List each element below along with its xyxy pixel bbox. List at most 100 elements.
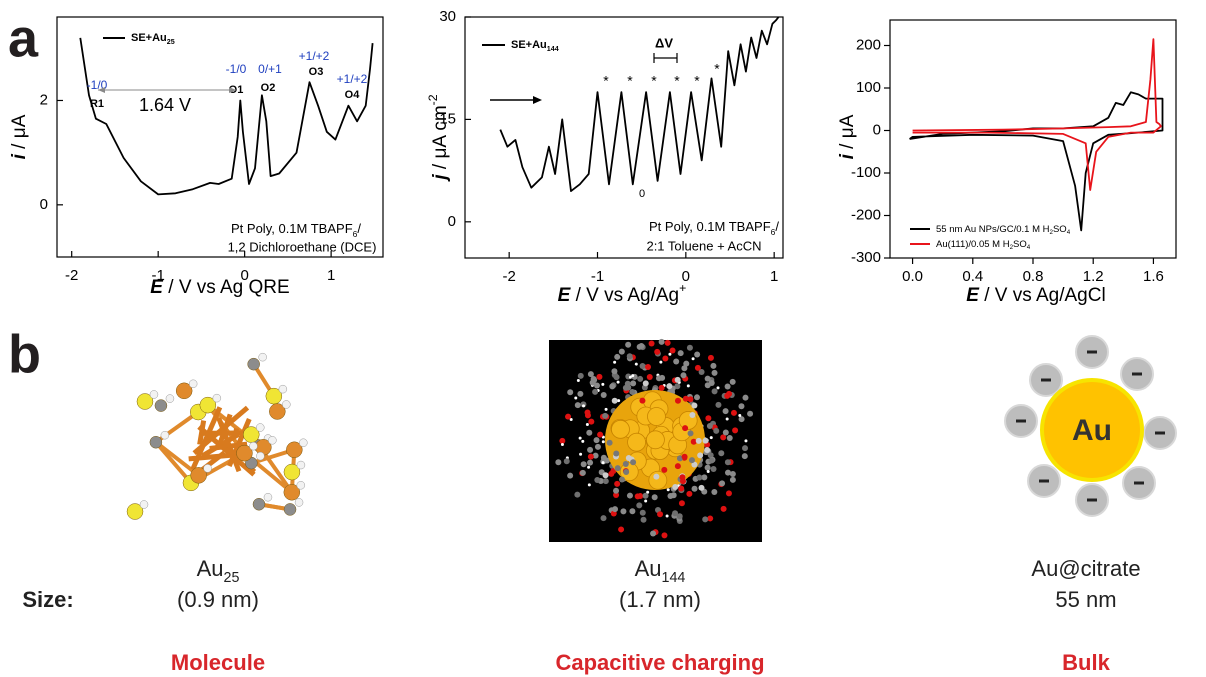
decoration bbox=[588, 418, 595, 425]
decoration bbox=[637, 375, 644, 382]
decoration bbox=[744, 439, 748, 443]
decoration bbox=[294, 498, 304, 507]
decoration bbox=[681, 365, 688, 372]
decoration bbox=[560, 442, 564, 446]
decoration bbox=[618, 476, 625, 483]
decoration bbox=[149, 390, 159, 399]
decoration bbox=[631, 374, 635, 378]
decoration bbox=[585, 422, 589, 426]
decoration bbox=[581, 439, 585, 443]
decoration bbox=[708, 457, 715, 464]
decoration bbox=[644, 499, 648, 503]
decoration bbox=[720, 434, 727, 441]
decoration bbox=[674, 383, 681, 390]
decoration bbox=[711, 388, 718, 395]
decoration bbox=[299, 438, 308, 448]
decoration bbox=[674, 463, 681, 470]
decoration bbox=[580, 461, 587, 468]
x-tick-label: 1 bbox=[770, 268, 778, 285]
regime-label: Molecule bbox=[171, 650, 265, 675]
data-line bbox=[79, 37, 374, 196]
decoration bbox=[707, 515, 714, 522]
decoration bbox=[263, 492, 273, 502]
decoration bbox=[149, 435, 163, 449]
decoration bbox=[613, 492, 620, 499]
decoration bbox=[646, 430, 665, 450]
decoration bbox=[559, 437, 566, 444]
decoration bbox=[722, 408, 729, 415]
decoration bbox=[611, 397, 618, 404]
decoration bbox=[233, 428, 239, 435]
decoration bbox=[738, 413, 742, 417]
decoration bbox=[665, 514, 669, 518]
decoration bbox=[249, 441, 258, 451]
annotation: * bbox=[714, 61, 720, 77]
decoration bbox=[587, 453, 594, 460]
decoration bbox=[296, 481, 306, 490]
decoration bbox=[593, 437, 600, 444]
annotation: 2:1 Toluene + AcCN bbox=[646, 238, 761, 253]
plot-frame bbox=[464, 16, 784, 259]
decoration bbox=[587, 483, 591, 487]
decoration bbox=[600, 392, 607, 399]
decoration bbox=[619, 462, 639, 482]
y-axis-label: i / μA bbox=[9, 114, 30, 159]
decoration bbox=[614, 465, 621, 472]
decoration bbox=[613, 487, 620, 494]
text-part: 25 bbox=[167, 38, 175, 46]
decoration bbox=[730, 409, 737, 416]
decoration bbox=[533, 96, 542, 104]
decoration bbox=[693, 394, 700, 401]
decoration bbox=[676, 455, 683, 462]
decoration bbox=[645, 364, 652, 371]
decoration bbox=[634, 493, 641, 500]
decoration bbox=[698, 484, 705, 491]
text-part: SE+Au bbox=[511, 39, 547, 51]
decoration bbox=[623, 469, 630, 476]
y-tick-label: 100 bbox=[856, 79, 881, 96]
decoration bbox=[616, 380, 620, 384]
text-part: 2 bbox=[1050, 229, 1054, 236]
decoration bbox=[738, 416, 745, 423]
decoration bbox=[720, 505, 727, 512]
decoration bbox=[694, 351, 701, 358]
y-axis-label: i / μA bbox=[837, 114, 858, 159]
decoration bbox=[618, 526, 625, 533]
decoration bbox=[256, 451, 265, 461]
y-tick-label: 0 bbox=[873, 121, 881, 138]
decoration bbox=[687, 396, 694, 403]
legend-label: Au(111)/0.05 M H2SO4 bbox=[936, 239, 1031, 252]
decoration bbox=[269, 403, 286, 420]
decoration bbox=[578, 436, 582, 440]
decoration bbox=[587, 446, 594, 453]
decoration bbox=[160, 430, 170, 440]
text-part: Au(111)/0.05 M H bbox=[936, 239, 1010, 250]
decoration bbox=[600, 515, 607, 522]
decoration bbox=[708, 379, 715, 386]
decoration bbox=[569, 417, 573, 421]
decoration bbox=[642, 492, 649, 499]
decoration bbox=[725, 490, 732, 497]
annotation: Pt Poly, 0.1M TBAPF6/ bbox=[649, 219, 779, 237]
x-axis-label: E / V vs Ag/AgCl bbox=[966, 285, 1105, 306]
text-part: SO bbox=[1053, 224, 1067, 235]
annotation: * bbox=[603, 73, 609, 89]
decoration bbox=[236, 444, 253, 462]
decoration bbox=[602, 478, 609, 485]
text-part: 144 bbox=[547, 45, 559, 53]
decoration bbox=[627, 432, 646, 452]
decoration bbox=[630, 459, 637, 466]
decoration bbox=[190, 467, 207, 484]
decoration bbox=[742, 445, 749, 452]
decoration bbox=[609, 383, 616, 390]
data-line bbox=[912, 38, 1162, 191]
decoration bbox=[741, 453, 748, 460]
decoration bbox=[587, 459, 594, 466]
decoration bbox=[724, 392, 731, 399]
decoration bbox=[592, 452, 599, 459]
decoration bbox=[268, 436, 277, 445]
annotation: O3 bbox=[309, 66, 324, 78]
decoration bbox=[677, 350, 684, 357]
panel-label: a bbox=[8, 8, 39, 68]
